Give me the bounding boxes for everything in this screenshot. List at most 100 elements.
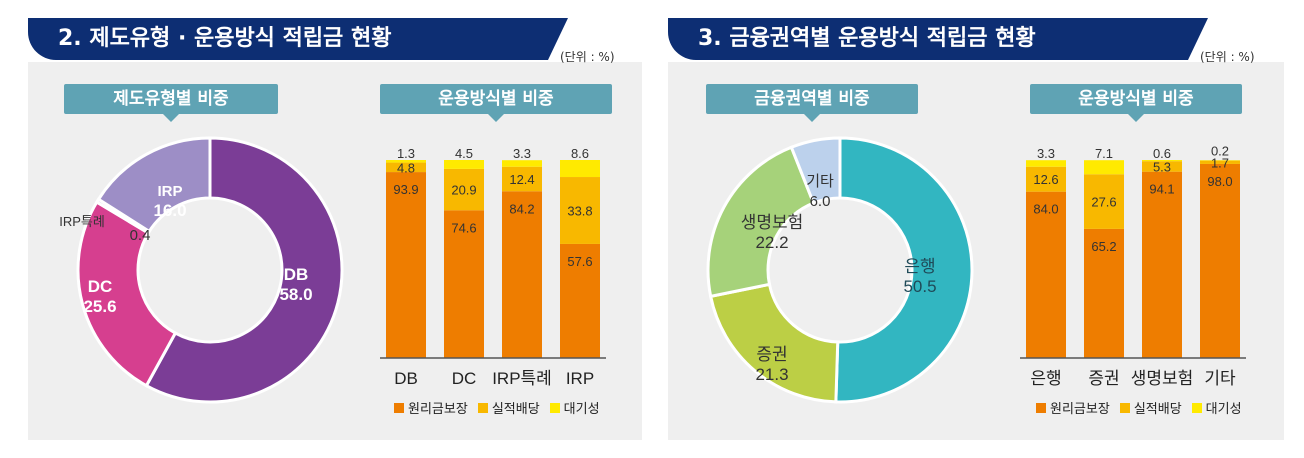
bar-value-label-1-0: 65.2 — [1091, 239, 1116, 254]
donut-slice-3 — [96, 136, 212, 234]
stacked-bar-chart-plan-type: 93.9 4.81.3 DB 74.6 20.9 4.5 DC 84.2 12.4 3.3 IRP특… — [380, 146, 606, 388]
legend-swatch — [1119, 402, 1130, 413]
legend-swatch — [477, 402, 488, 413]
bar-value-label-0-0: 84.0 — [1033, 202, 1058, 217]
donut-value-3: 6.0 — [810, 193, 831, 210]
legend-item: 실적배당 — [477, 398, 540, 417]
legend-item: 대기성 — [1191, 398, 1242, 417]
bar-segment-2-2 — [502, 160, 542, 167]
bar-segment-2-1 — [1142, 161, 1182, 172]
bar-value-label-3-2: 8.6 — [571, 146, 589, 161]
bar-category-label-3: 기타 — [1204, 369, 1236, 388]
donut-label-3: 기타 — [806, 173, 834, 190]
bar-category-label-2: IRP특례 — [492, 369, 552, 388]
legend-item: 대기성 — [549, 398, 600, 417]
section-title-financial-sector: 3. 금융권역별 운용방식 적립금 현황 — [668, 18, 1208, 60]
donut-value-2: 0.4 — [130, 227, 151, 244]
bar-segment-3-1 — [560, 177, 600, 244]
bar-value-label-1-2: 7.1 — [1095, 146, 1113, 161]
legend-label: 대기성 — [563, 402, 600, 417]
donut-value-0: 50.5 — [903, 277, 936, 296]
donut-label-3: IRP — [157, 183, 182, 200]
legend-financial-sector: 원리금보장 실적배당 대기성 — [1036, 398, 1242, 417]
donut-label-0: DB — [284, 265, 309, 284]
bar-value-label-1-1: 27.6 — [1091, 195, 1116, 210]
donut-pill-financial-sector: 금융권역별 비중 — [706, 84, 918, 122]
legend-swatch — [394, 402, 404, 413]
legend-label: 원리금보장 — [1050, 402, 1110, 417]
bar-value-label-0-0: 93.9 — [393, 182, 418, 197]
legend-label: 실적배당 — [491, 402, 540, 417]
bar-value-label-0-1: 12.6 — [1033, 172, 1058, 187]
legend-swatch — [1191, 402, 1202, 413]
bar-segment-2-1 — [502, 166, 542, 192]
bar-segment-0-1 — [386, 162, 426, 173]
legend-swatch — [549, 402, 560, 413]
bar-segment-0-1 — [1026, 166, 1066, 192]
bar-category-label-0: 은행 — [1030, 369, 1061, 388]
donut-label-1: DC — [88, 277, 113, 296]
bar-segment-1-0 — [1084, 228, 1124, 358]
bar-value-label-3-0: 98.0 — [1207, 174, 1232, 189]
donut-label-2: IRP특례 — [59, 214, 105, 229]
donut-slice-0 — [144, 136, 344, 404]
donut-slice-2 — [706, 145, 816, 299]
donut-label-2: 생명보험 — [741, 213, 804, 232]
bar-value-label-0-2: 1.3 — [397, 146, 415, 161]
bar-segment-1-1 — [444, 168, 484, 211]
legend-item: 원리금보장 — [394, 398, 468, 417]
bar-segment-0-0 — [1026, 191, 1066, 358]
donut-slice-0 — [834, 136, 974, 404]
bar-category-label-3: IRP — [566, 369, 594, 388]
unit-label: (단위 : %) — [560, 50, 615, 64]
bar-value-label-2-0: 94.1 — [1149, 182, 1174, 197]
bar-category-label-1: DC — [452, 369, 477, 388]
donut-value-0: 58.0 — [279, 285, 312, 304]
donut-value-1: 21.3 — [755, 365, 788, 384]
stacked-bar-chart-financial-sector: 84.0 12.6 3.3 은행 65.2 27.6 7.1 증권 94.1 5.30.6 생명보험… — [1020, 143, 1246, 388]
bar-pill-plan-type: 운용방식별 비중 — [380, 84, 612, 122]
bar-value-label-3-1: 33.8 — [567, 203, 592, 218]
bar-pill-financial-sector: 운용방식별 비중 — [1030, 84, 1242, 122]
donut-slice-3 — [789, 136, 842, 206]
bar-segment-2-0 — [502, 191, 542, 358]
bar-segment-0-2 — [386, 160, 426, 163]
donut-value-2: 22.2 — [755, 233, 788, 252]
bar-segment-2-0 — [1142, 171, 1182, 358]
bar-value-label-2-0: 84.2 — [509, 201, 534, 216]
legend-label: 실적배당 — [1133, 402, 1182, 417]
bar-category-label-1: 증권 — [1088, 369, 1119, 388]
legend-label: 원리금보장 — [408, 402, 468, 417]
legend-swatch — [1036, 402, 1046, 413]
donut-slice-1 — [708, 282, 840, 404]
bar-value-label-2-1: 12.4 — [509, 172, 534, 187]
bar-value-label-2-1: 5.3 — [1153, 159, 1171, 174]
bar-segment-3-2 — [560, 160, 600, 178]
section-title-plan-type: 2. 제도유형 · 운용방식 적립금 현황 — [28, 18, 568, 60]
donut-label-1: 증권 — [756, 345, 787, 364]
legend-item: 원리금보장 — [1036, 398, 1110, 417]
bar-value-label-3-1: 1.7 — [1211, 155, 1229, 170]
bar-category-label-0: DB — [394, 369, 418, 388]
bar-segment-1-2 — [444, 160, 484, 169]
section-title-text: 3. 금융권역별 운용방식 적립금 현황 — [698, 26, 1036, 51]
bar-segment-1-0 — [444, 210, 484, 358]
legend-plan-type: 원리금보장 실적배당 대기성 — [394, 398, 600, 417]
bar-segment-1-1 — [1084, 174, 1124, 229]
donut-slice-1 — [76, 200, 178, 388]
donut-label-0: 은행 — [904, 257, 935, 276]
bar-value-label-0-1: 4.8 — [397, 160, 415, 175]
bar-value-label-1-1: 20.9 — [451, 183, 476, 198]
bar-value-label-2-2: 0.6 — [1153, 146, 1171, 161]
bar-segment-0-0 — [386, 172, 426, 358]
bar-value-label-0-2: 3.3 — [1037, 146, 1055, 161]
bar-segment-2-2 — [1142, 160, 1182, 162]
unit-label: (단위 : %) — [1200, 50, 1255, 64]
bar-value-label-1-0: 74.6 — [451, 220, 476, 235]
bar-segment-3-1 — [1200, 160, 1240, 164]
bar-segment-3-0 — [560, 243, 600, 358]
legend-item: 실적배당 — [1119, 398, 1182, 417]
bar-value-label-3-2: 0.2 — [1211, 143, 1229, 158]
